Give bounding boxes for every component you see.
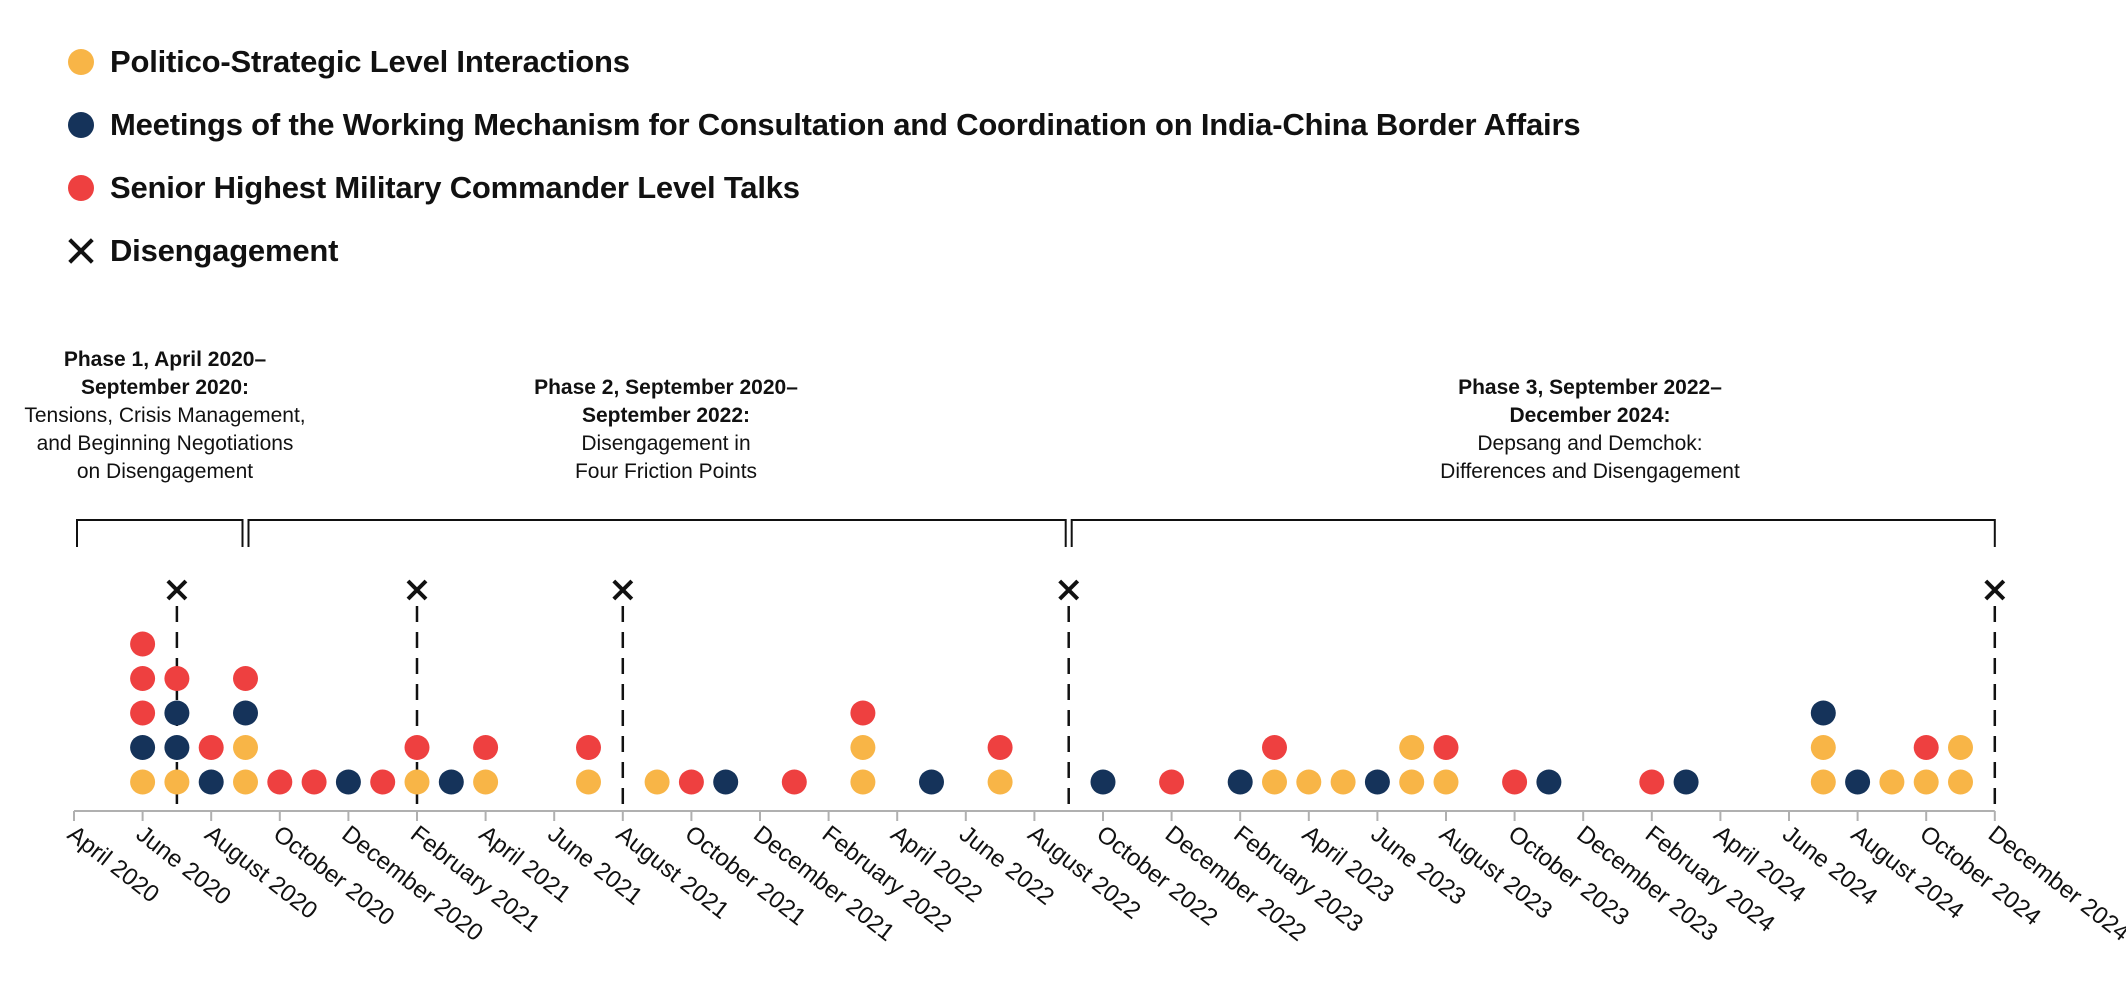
phase-1-subtitle: Tensions, Crisis Management, and Beginni… — [24, 404, 306, 483]
politico-point — [1948, 735, 1973, 760]
politico-point — [164, 769, 190, 795]
politico-point — [1296, 769, 1322, 795]
military-point — [130, 666, 156, 691]
military-point — [576, 735, 601, 760]
wmcc-point — [1536, 769, 1562, 795]
phase-3-bracket — [1070, 519, 1996, 547]
wmcc-point — [164, 735, 190, 760]
wmcc-point — [164, 700, 190, 726]
military-point — [850, 700, 876, 726]
disengagement-x-icon — [406, 579, 428, 601]
phase-3-title: Phase 3, September 2022– December 2024: — [1458, 376, 1722, 427]
politico-point — [850, 735, 876, 760]
politico-point — [1810, 735, 1836, 760]
military-point — [781, 769, 807, 795]
military-point — [130, 700, 156, 726]
military-point — [301, 769, 327, 795]
legend-label-military: Senior Highest Military Commander Level … — [110, 169, 800, 205]
legend-label-politico: Politico-Strategic Level Interactions — [110, 43, 630, 79]
politico-point — [576, 769, 601, 795]
red-dot-icon — [68, 174, 94, 201]
politico-point — [1879, 769, 1905, 795]
phase-2-label: Phase 2, September 2020– September 2022:… — [486, 374, 846, 486]
wmcc-point — [1810, 700, 1836, 726]
military-point — [198, 735, 224, 760]
military-point — [233, 666, 258, 691]
navy-dot-icon — [68, 111, 94, 138]
politico-point — [233, 735, 258, 760]
military-point — [1502, 769, 1528, 795]
disengagement-x-icon — [1984, 579, 2006, 601]
phase-2-bracket — [247, 519, 1067, 547]
legend-label-disengagement: Disengagement — [110, 232, 339, 268]
military-point — [404, 735, 430, 760]
politico-point — [1262, 769, 1287, 795]
military-point — [1433, 735, 1459, 760]
wmcc-point — [130, 735, 156, 760]
military-point — [1262, 735, 1287, 760]
phase-1-bracket — [76, 519, 244, 547]
legend: Politico-Strategic Level Interactions Me… — [68, 30, 1581, 282]
legend-label-wmcc: Meetings of the Working Mechanism for Co… — [110, 106, 1581, 142]
phase-2-subtitle: Disengagement in Four Friction Points — [574, 432, 758, 483]
wmcc-point — [1673, 769, 1699, 795]
politico-point — [1810, 769, 1836, 795]
wmcc-point — [438, 769, 464, 795]
legend-item-wmcc: Meetings of the Working Mechanism for Co… — [68, 93, 1581, 156]
wmcc-point — [1227, 769, 1253, 795]
legend-item-politico: Politico-Strategic Level Interactions — [68, 30, 1580, 93]
phase-2-title: Phase 2, September 2020– September 2022: — [534, 376, 798, 427]
military-point — [130, 631, 156, 657]
military-point — [164, 666, 190, 691]
military-point — [678, 769, 704, 795]
disengagement-x-icon — [1058, 579, 1080, 601]
wmcc-point — [335, 769, 361, 795]
military-point — [1913, 735, 1939, 760]
military-point — [987, 735, 1013, 760]
phase-1-label: Phase 1, April 2020– September 2020: Ten… — [0, 346, 330, 486]
politico-point — [130, 769, 156, 795]
wmcc-point — [198, 769, 224, 795]
wmcc-point — [713, 769, 739, 795]
politico-point — [644, 769, 670, 795]
politico-point — [1948, 769, 1973, 795]
yellow-dot-icon — [68, 48, 94, 75]
wmcc-point — [1845, 769, 1871, 795]
legend-item-military: Senior Highest Military Commander Level … — [68, 156, 1580, 219]
phase-3-label: Phase 3, September 2022– December 2024: … — [1400, 374, 1780, 486]
politico-point — [1399, 769, 1425, 795]
politico-point — [473, 769, 499, 795]
phase-1-title: Phase 1, April 2020– September 2020: — [63, 348, 267, 399]
politico-point — [1330, 769, 1356, 795]
wmcc-point — [1364, 769, 1390, 795]
disengagement-x-icon — [612, 579, 634, 601]
politico-point — [987, 769, 1013, 795]
politico-point — [233, 769, 258, 795]
politico-point — [1913, 769, 1939, 795]
politico-point — [1433, 769, 1459, 795]
wmcc-point — [1090, 769, 1116, 795]
military-point — [1159, 769, 1185, 795]
disengagement-x-icon — [166, 579, 188, 601]
wmcc-point — [233, 700, 258, 726]
politico-point — [404, 769, 430, 795]
politico-point — [850, 769, 876, 795]
military-point — [1639, 769, 1665, 795]
military-point — [473, 735, 499, 760]
wmcc-point — [919, 769, 944, 795]
military-point — [370, 769, 396, 795]
politico-point — [1399, 735, 1425, 760]
military-point — [267, 769, 293, 795]
phase-3-subtitle: Depsang and Demchok: Differences and Dis… — [1440, 432, 1740, 483]
legend-item-disengagement: Disengagement — [68, 219, 1580, 282]
